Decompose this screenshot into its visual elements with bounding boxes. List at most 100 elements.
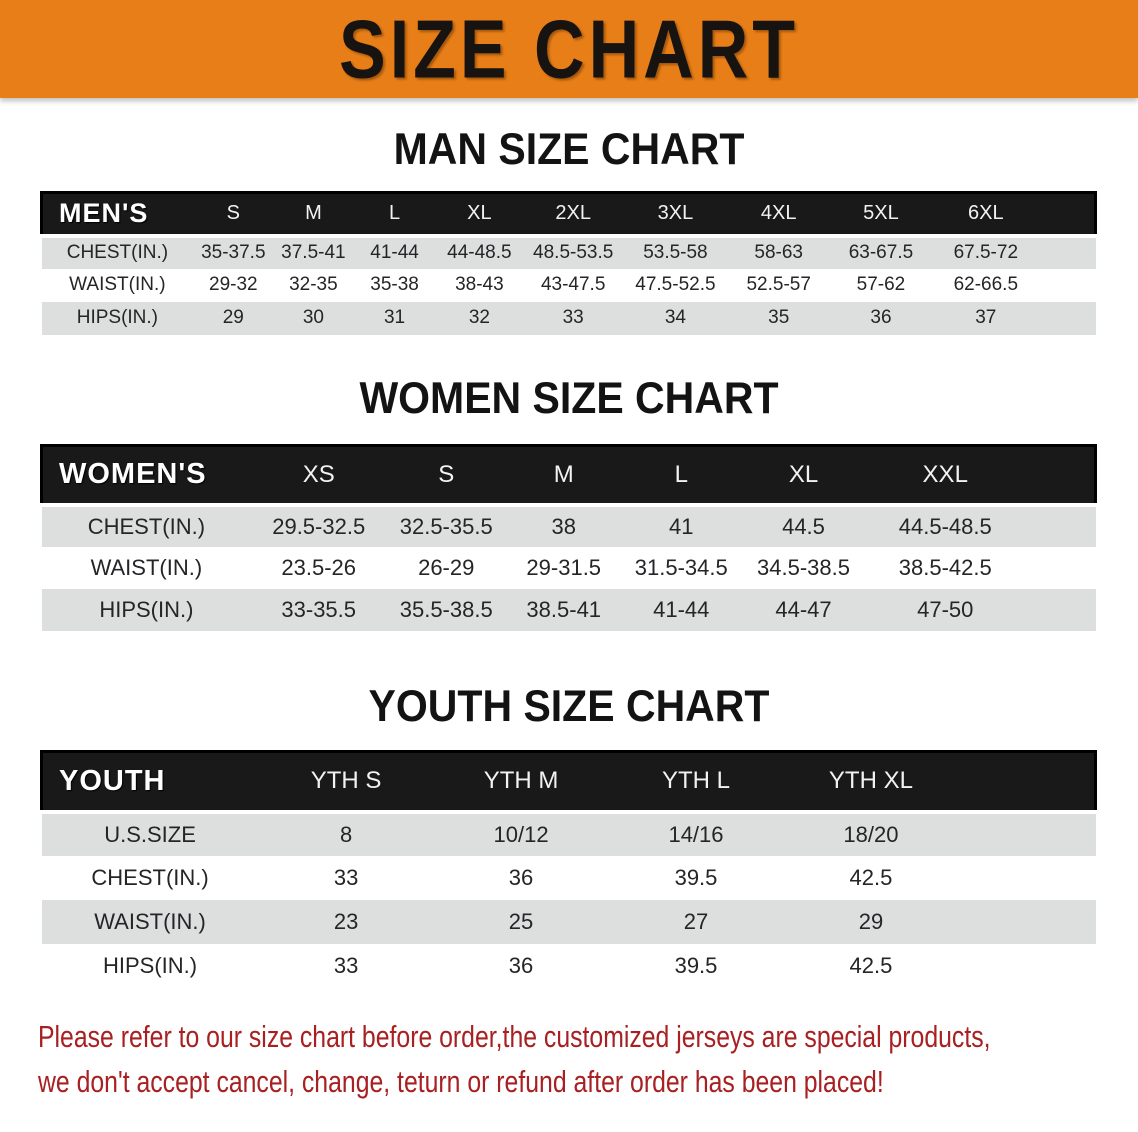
size-value-cell: 36: [508, 952, 534, 978]
table-title-cell: MEN'S: [41, 192, 194, 236]
size-column-header: L: [353, 192, 436, 236]
size-column-header: M: [273, 192, 354, 236]
size-value-cell: 39.5: [674, 952, 718, 978]
size-value-cell: 32: [468, 307, 490, 328]
size-value-cell: 35: [768, 307, 790, 328]
size-value-cell: 47-50: [917, 597, 974, 622]
size-column-header: YTH XL: [783, 751, 959, 812]
table-row: HIPS(IN.) 29 30 31 32 33 34 35 36 37: [41, 301, 1096, 335]
size-value-cell: 27: [683, 908, 709, 934]
size-value-cell: 37.5-41: [273, 233, 354, 269]
size-value-cell: 67.5-72: [932, 233, 1040, 269]
row-label-cell: WAIST(IN.): [90, 555, 203, 580]
youth-size-section: YOUTH SIZE CHART YOUTH YTH S YTH M YTH L YTH…: [0, 681, 1138, 988]
size-value-cell: 58-63: [727, 233, 830, 269]
size-value-cell: 37: [975, 307, 997, 328]
size-value-cell: 41-44: [653, 597, 710, 622]
header-filler-cell: [1039, 192, 1096, 236]
size-column-header: 6XL: [932, 192, 1040, 236]
size-value-cell: 26-29: [418, 555, 475, 580]
row-label-cell: WAIST(IN.): [69, 274, 166, 295]
size-value-cell: 31.5-34.5: [634, 555, 728, 580]
table-row: WAIST(IN.) 29-32 32-35 35-38 38-43 43-47.5 47.…: [41, 268, 1096, 302]
men-size-table: MEN'S S M L XL 2XL 3XL 4XL 5XL 6XL CHEST(IN.) 35-37…: [40, 191, 1097, 335]
size-value-cell: 38-43: [455, 274, 504, 295]
size-value-cell: 43-47.5: [540, 274, 606, 295]
size-column-header: XXL: [865, 445, 1025, 505]
size-value-cell: 34: [664, 307, 686, 328]
size-value-cell: 29-32: [209, 274, 258, 295]
row-label-cell: U.S.SIZE: [41, 809, 259, 856]
row-filler-cell: [958, 900, 1095, 944]
row-filler-cell: [958, 856, 1095, 900]
row-filler-cell: [1024, 503, 1096, 547]
size-value-cell: 44-47: [775, 597, 832, 622]
row-filler-cell: [1025, 589, 1096, 631]
size-value-cell: 34.5-38.5: [757, 555, 850, 580]
youth-size-table: YOUTH YTH S YTH M YTH L YTH XL U.S.SIZE 8 10/12…: [40, 750, 1097, 988]
size-value-cell: 36: [508, 864, 534, 890]
size-value-cell: 23: [333, 908, 359, 934]
row-label-cell: HIPS(IN.): [76, 307, 159, 328]
size-value-cell: 62-66.5: [953, 274, 1019, 295]
row-filler-cell: [958, 809, 1096, 856]
size-column-header: M: [506, 445, 622, 505]
women-size-section: WOMEN SIZE CHART WOMEN'S XS S M L XL XXL CHEST(…: [0, 372, 1138, 631]
row-label-cell: CHEST(IN.): [41, 233, 194, 269]
table-row: WAIST(IN.) 23 25 27 29: [41, 899, 1096, 944]
size-value-cell: 36: [870, 307, 892, 328]
size-value-cell: 23.5-26: [281, 555, 357, 580]
row-filler-cell: [1039, 233, 1096, 269]
size-value-cell: 25: [508, 908, 534, 934]
size-value-cell: 38.5-41: [526, 597, 602, 622]
man-size-heading: MAN SIZE CHART: [393, 124, 745, 174]
size-value-cell: 41: [621, 503, 742, 547]
row-label-cell: WAIST(IN.): [94, 908, 206, 934]
size-value-cell: 48.5-53.5: [523, 233, 624, 269]
size-value-cell: 33: [333, 864, 359, 890]
table-title-cell: YOUTH: [41, 751, 259, 812]
size-value-cell: 44.5: [741, 503, 866, 547]
size-value-cell: 47.5-52.5: [635, 274, 716, 295]
table-title-cell: WOMEN'S: [41, 445, 252, 505]
table-row: CHEST(IN.) 35-37.5 37.5-41 41-44 44-48.5 48.5…: [41, 233, 1096, 269]
size-value-cell: 8: [258, 809, 434, 856]
size-value-cell: 44-48.5: [435, 233, 524, 269]
size-value-cell: 33: [333, 952, 359, 978]
size-column-header: XL: [435, 192, 524, 236]
size-value-cell: 38.5-42.5: [898, 555, 992, 580]
size-value-cell: 32.5-35.5: [386, 503, 507, 547]
size-column-header: S: [386, 445, 507, 505]
size-column-header: YTH L: [608, 751, 784, 812]
size-value-cell: 10/12: [433, 809, 609, 856]
table-row: HIPS(IN.) 33 36 39.5 42.5: [41, 943, 1096, 988]
row-filler-cell: [1040, 269, 1096, 302]
size-value-cell: 31: [383, 307, 406, 328]
youth-size-heading: YOUTH SIZE CHART: [368, 681, 770, 731]
size-value-cell: 42.5: [849, 952, 893, 978]
size-value-cell: 63-67.5: [829, 233, 933, 269]
table-row: CHEST(IN.) 33 36 39.5 42.5: [41, 855, 1096, 900]
size-column-header: XS: [251, 445, 387, 505]
size-value-cell: 35.5-38.5: [399, 597, 493, 622]
size-value-cell: 35-38: [370, 274, 419, 295]
header-filler-cell: [958, 751, 1096, 812]
size-value-cell: 18/20: [783, 809, 959, 856]
size-value-cell: 53.5-58: [623, 233, 728, 269]
women-size-table: WOMEN'S XS S M L XL XXL CHEST(IN.) 29.5-32.5 32.5…: [40, 444, 1097, 631]
size-value-cell: 33: [562, 307, 584, 328]
size-column-header: 2XL: [523, 192, 624, 236]
size-value-cell: 39.5: [674, 864, 718, 890]
women-size-heading: WOMEN SIZE CHART: [359, 372, 779, 423]
table-header-row: YOUTH YTH S YTH M YTH L YTH XL: [41, 751, 1096, 812]
size-column-header: 3XL: [623, 192, 728, 236]
row-filler-cell: [1040, 302, 1096, 335]
table-row: HIPS(IN.) 33-35.5 35.5-38.5 38.5-41 41-44 44-…: [41, 589, 1096, 631]
size-column-header: L: [621, 445, 742, 505]
table-row: CHEST(IN.) 29.5-32.5 32.5-35.5 38 41 44.5 44.5…: [41, 503, 1096, 547]
table-header-row: WOMEN'S XS S M L XL XXL: [41, 445, 1096, 505]
size-column-header: S: [193, 192, 274, 236]
man-size-section: MAN SIZE CHART MEN'S S M L XL 2XL 3XL 4XL 5XL 6XL…: [0, 124, 1138, 335]
table-row: U.S.SIZE 8 10/12 14/16 18/20: [41, 809, 1096, 856]
size-column-header: XL: [741, 445, 866, 505]
